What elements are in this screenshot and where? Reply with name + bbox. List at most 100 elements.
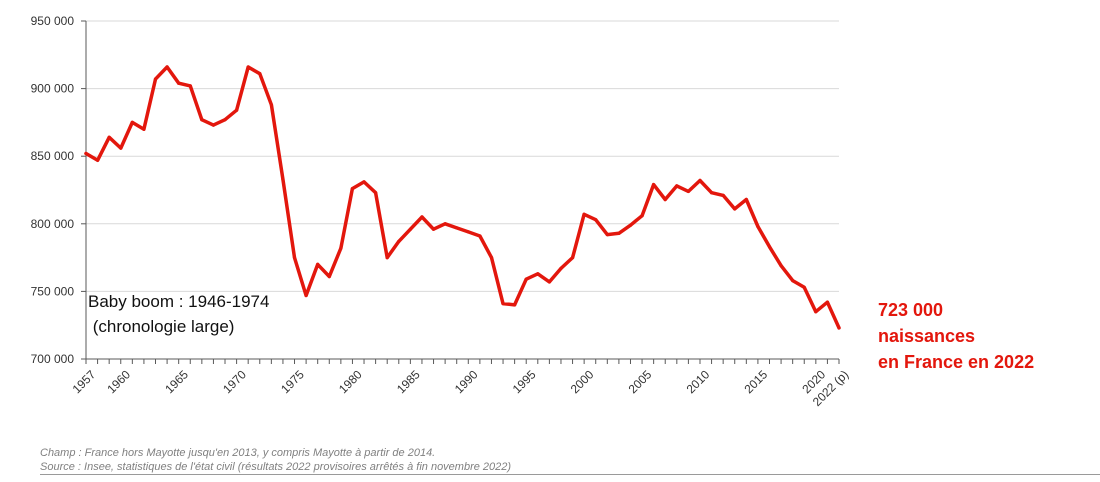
annotation-layer: Baby boom : 1946-1974 (chronologie large… xyxy=(88,292,269,336)
y-tick-label: 750 000 xyxy=(31,284,75,298)
data-point xyxy=(130,120,134,124)
x-tick-label: 1985 xyxy=(394,367,423,396)
data-point xyxy=(756,224,760,229)
data-point xyxy=(292,256,297,260)
data-point xyxy=(814,310,818,314)
x-tick-label: 2010 xyxy=(684,367,713,396)
data-point xyxy=(339,246,343,250)
data-point xyxy=(466,230,470,234)
data-point xyxy=(547,280,552,284)
x-tick-label: 1970 xyxy=(220,367,249,396)
y-tick-label: 950 000 xyxy=(31,14,75,28)
series-layer xyxy=(84,65,841,330)
data-point xyxy=(165,65,169,69)
data-point xyxy=(628,223,633,227)
data-point xyxy=(119,146,123,150)
data-point xyxy=(327,274,331,279)
data-point xyxy=(397,239,401,243)
data-point xyxy=(802,285,806,289)
data-point xyxy=(269,103,273,107)
bottom-divider xyxy=(40,474,1100,475)
axis-layer: 700 000 750 000 800 000 850 000 900 000 950 0… xyxy=(31,14,852,409)
data-point xyxy=(767,245,772,249)
data-point xyxy=(362,180,366,184)
data-point xyxy=(501,302,505,306)
scope-note: Champ : France hors Mayotte jusqu'en 201… xyxy=(40,447,436,459)
callout-label-1: naissances xyxy=(878,326,976,346)
data-point xyxy=(536,272,540,276)
data-point xyxy=(710,191,714,195)
annotation-line-2: (chronologie large) xyxy=(88,317,234,336)
x-tick-label: 2015 xyxy=(741,367,770,396)
births-series-line xyxy=(84,65,841,330)
data-point xyxy=(281,177,285,181)
data-point xyxy=(443,222,447,226)
data-point xyxy=(177,81,181,85)
data-point xyxy=(246,65,250,69)
data-point xyxy=(698,178,702,183)
data-point xyxy=(559,266,563,270)
data-point xyxy=(316,262,320,266)
x-tick-label: 1965 xyxy=(162,367,191,396)
data-point xyxy=(455,226,459,230)
data-point xyxy=(211,123,215,127)
data-point xyxy=(825,300,830,304)
data-point xyxy=(107,135,111,139)
data-point xyxy=(235,108,239,112)
data-point xyxy=(258,72,262,76)
data-point xyxy=(84,151,88,156)
data-point xyxy=(652,183,656,187)
data-point xyxy=(779,264,783,268)
data-point xyxy=(420,215,424,219)
data-point xyxy=(188,84,192,88)
data-point xyxy=(374,191,378,195)
data-point xyxy=(837,326,841,330)
annotation-line-1: Baby boom : 1946-1974 xyxy=(88,292,269,311)
callout-value: 723 000 xyxy=(878,300,944,320)
data-point xyxy=(582,212,586,216)
x-tick-label: 1990 xyxy=(452,367,481,396)
x-tick-label: 1995 xyxy=(510,367,539,396)
grid-layer xyxy=(86,20,839,292)
data-point xyxy=(96,158,100,162)
y-tick-label: 850 000 xyxy=(31,149,75,163)
data-point xyxy=(571,256,575,260)
callout-label-2: en France en 2022 xyxy=(878,352,1035,372)
y-tick-label: 900 000 xyxy=(31,82,75,96)
data-point xyxy=(594,218,598,222)
data-point xyxy=(142,127,146,131)
data-point xyxy=(524,277,528,281)
data-point xyxy=(200,118,204,122)
x-tick-label: 1975 xyxy=(278,367,307,396)
data-point xyxy=(791,279,795,283)
data-point xyxy=(663,197,667,202)
data-point xyxy=(675,184,679,188)
data-point xyxy=(385,256,389,260)
y-tick-label: 700 000 xyxy=(31,352,75,366)
data-point xyxy=(513,303,517,307)
data-point xyxy=(721,193,725,197)
data-point xyxy=(408,227,412,231)
y-tick-label: 800 000 xyxy=(31,217,75,231)
x-tick-label: 1980 xyxy=(336,367,365,396)
x-tick-label: 1957 xyxy=(70,367,99,396)
data-point xyxy=(605,233,609,237)
x-tick-label: 1960 xyxy=(104,367,133,396)
data-point xyxy=(686,189,691,193)
data-point xyxy=(431,227,436,231)
data-point xyxy=(617,231,621,235)
data-point xyxy=(744,197,748,202)
x-tick-label: 2000 xyxy=(568,367,597,396)
source-note: Source : Insee, statistiques de l'état c… xyxy=(40,461,512,473)
data-point xyxy=(640,214,644,218)
data-point xyxy=(223,118,227,122)
data-point xyxy=(304,293,308,298)
data-point xyxy=(733,207,737,211)
data-point xyxy=(489,256,494,260)
data-point xyxy=(153,77,158,81)
data-point xyxy=(350,187,354,191)
data-point xyxy=(478,234,482,238)
x-tick-label: 2005 xyxy=(626,367,655,396)
